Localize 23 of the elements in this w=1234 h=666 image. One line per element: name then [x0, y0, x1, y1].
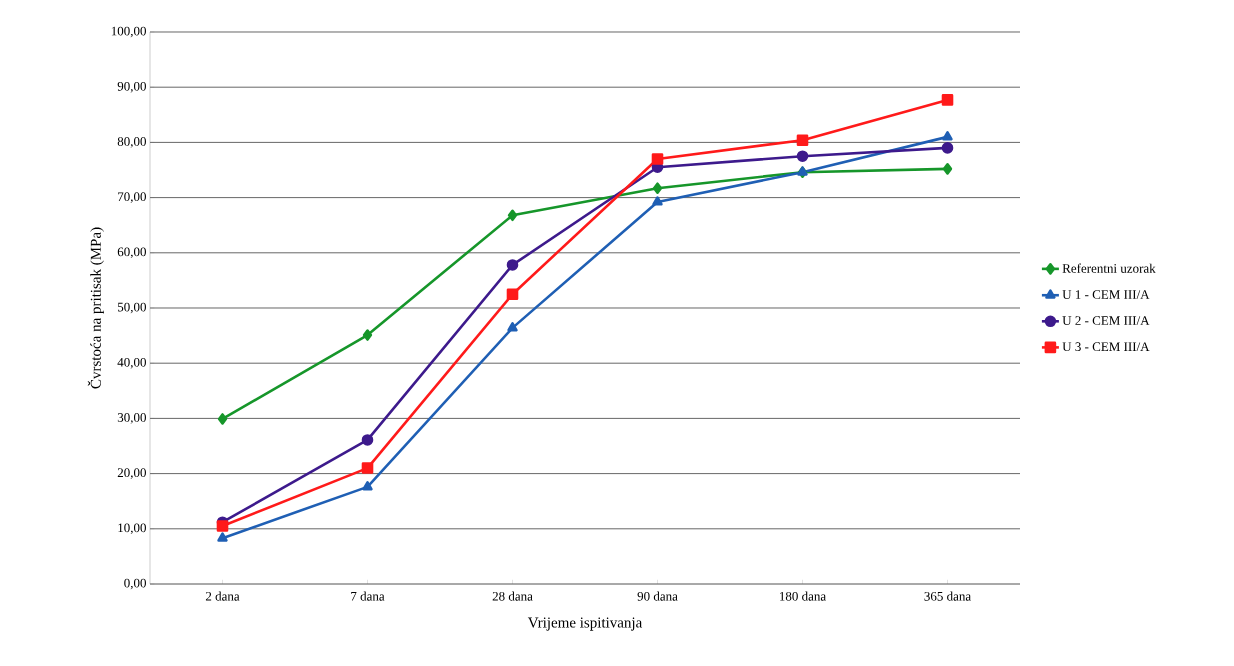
y-tick-label: 10,00 [118, 523, 146, 535]
y-tick-label: 40,00 [117, 357, 146, 369]
y-tick-label: 30,00 [117, 413, 146, 424]
x-axis-title: Vrijeme ispitivanja [527, 617, 643, 631]
y-tick-label: 50,00 [117, 302, 146, 314]
y-tick-label: 80,00 [117, 137, 146, 148]
x-tick-label: 28 dana [492, 591, 533, 601]
y-tick-label: 60,00 [117, 247, 146, 259]
y-tick-label: 90,00 [117, 81, 146, 93]
legend-label: U 2 - CEM III/A [1062, 316, 1150, 325]
x-tick-label: 90 dana [637, 591, 678, 601]
y-axis-title: Čvrstoća na pritisak (MPa) [87, 227, 104, 389]
y-tick-label: 100,00 [111, 26, 146, 38]
x-tick-label: 180 dana [780, 591, 826, 601]
x-tick-label: 365 dana [924, 591, 971, 601]
y-tick-label: 0,00 [124, 578, 146, 590]
legend-label: Referentni uzorak [1062, 263, 1156, 273]
x-tick-label: 7 dana [351, 591, 385, 601]
x-tick-label: 2 dana [205, 591, 240, 601]
legend-label: U 1 - CEM III/A [1062, 290, 1150, 299]
y-tick-label: 20,00 [117, 468, 146, 479]
y-tick-label: 70,00 [118, 192, 146, 203]
legend-label: U 3 - CEM III/A [1062, 342, 1150, 352]
